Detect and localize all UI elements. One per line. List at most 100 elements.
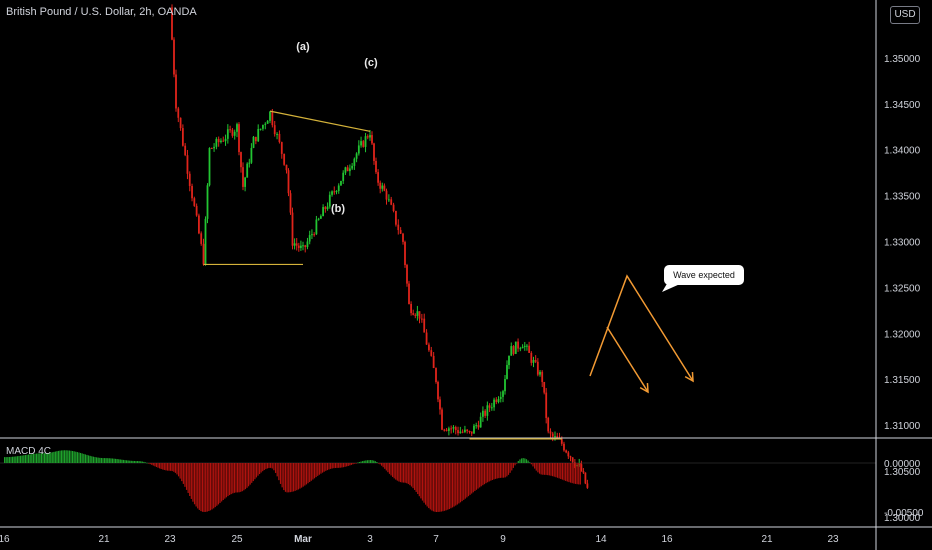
candle-body — [285, 164, 288, 171]
macd-pane — [0, 450, 876, 512]
macd-bar — [560, 463, 562, 480]
macd-tick-label: -0.00500 — [884, 508, 924, 519]
macd-bar — [62, 450, 64, 463]
macd-bar — [568, 463, 570, 483]
candle-body — [304, 245, 307, 248]
macd-bar — [480, 463, 482, 487]
macd-bar — [448, 463, 450, 510]
macd-bar — [217, 463, 220, 505]
macd-bar — [283, 463, 285, 491]
price-tick-label: 1.35000 — [884, 54, 921, 65]
macd-bar — [363, 460, 365, 463]
candle-body — [217, 138, 220, 143]
candle-body — [435, 368, 437, 383]
candle-body — [319, 216, 322, 219]
macd-bar — [152, 463, 154, 466]
macd-bar — [214, 463, 216, 508]
macd-bar — [211, 463, 213, 510]
macd-bar — [507, 463, 510, 475]
macd-bar — [143, 461, 145, 463]
macd-bar — [51, 452, 53, 463]
candle-body — [369, 135, 371, 138]
macd-bar — [181, 463, 183, 482]
candle-body — [563, 443, 565, 451]
macd-bar — [171, 463, 173, 472]
currency-badge[interactable]: USD — [890, 6, 920, 24]
candle-body — [397, 224, 400, 231]
macd-bar — [64, 450, 66, 463]
macd-bar — [54, 451, 56, 463]
candle-body — [257, 129, 260, 142]
candle-body — [582, 470, 585, 473]
macd-bar — [286, 463, 288, 493]
candle-body — [229, 129, 232, 131]
macd-bar — [565, 463, 567, 481]
macd-bar — [232, 463, 234, 494]
candle-body — [278, 133, 281, 143]
candle-body — [289, 193, 292, 213]
macd-bar — [358, 462, 361, 463]
macd-bar — [520, 458, 523, 463]
macd-bar — [20, 455, 22, 463]
candle-body — [392, 204, 395, 211]
macd-bar — [569, 463, 572, 483]
candle-body — [273, 125, 276, 135]
time-tick-label: 16 — [0, 534, 10, 545]
macd-bar — [36, 453, 38, 463]
macd-bar — [323, 463, 325, 472]
candle-body — [410, 303, 412, 314]
candle-body — [473, 425, 475, 434]
macd-bar — [252, 463, 254, 482]
macd-bar — [342, 463, 345, 468]
macd-bar — [509, 463, 511, 473]
macd-bar — [498, 463, 500, 479]
macd-bar — [190, 463, 192, 499]
macd-bar — [179, 463, 181, 479]
macd-bar — [381, 463, 383, 466]
candle-body — [231, 129, 234, 136]
macd-bar — [224, 463, 226, 499]
macd-bar — [451, 463, 454, 508]
macd-bar — [222, 463, 224, 501]
macd-tick-label: 0.00000 — [884, 459, 921, 470]
macd-bar — [116, 459, 118, 463]
candle-body — [377, 172, 379, 183]
macd-bar — [68, 450, 70, 463]
macd-bar — [151, 463, 153, 465]
macd-bar — [200, 463, 202, 512]
candle-body — [287, 170, 290, 194]
macd-bar — [401, 463, 403, 483]
macd-bar — [320, 463, 322, 474]
macd-bar — [336, 463, 338, 468]
projection-arrow — [684, 371, 694, 383]
macd-bar — [485, 463, 487, 484]
candle-body — [412, 313, 415, 315]
macd-bar — [10, 456, 12, 463]
candle-body — [322, 207, 324, 217]
macd-bar — [346, 463, 348, 467]
projection-branch — [606, 326, 649, 393]
macd-bar — [193, 463, 196, 505]
macd-bar — [243, 463, 245, 491]
candle-body — [353, 158, 356, 166]
candle-body — [315, 219, 318, 235]
macd-bar — [80, 452, 82, 463]
candle-body — [454, 427, 457, 431]
candle-body — [236, 124, 238, 132]
macd-bar — [576, 463, 578, 485]
candle-body — [342, 172, 345, 181]
macd-bar — [399, 463, 402, 483]
candle-body — [425, 332, 428, 345]
macd-bar — [88, 455, 90, 463]
macd-bar — [388, 463, 391, 474]
macd-bar — [110, 458, 112, 463]
candle-body — [523, 345, 526, 347]
macd-bar — [368, 460, 370, 463]
candle-body — [355, 153, 358, 159]
macd-indicator-label: MACD 4C — [6, 446, 52, 457]
candle-body — [271, 111, 274, 126]
macd-bar — [550, 463, 552, 476]
macd-bar — [18, 455, 20, 463]
macd-bar — [115, 458, 117, 463]
macd-bar — [39, 453, 41, 463]
